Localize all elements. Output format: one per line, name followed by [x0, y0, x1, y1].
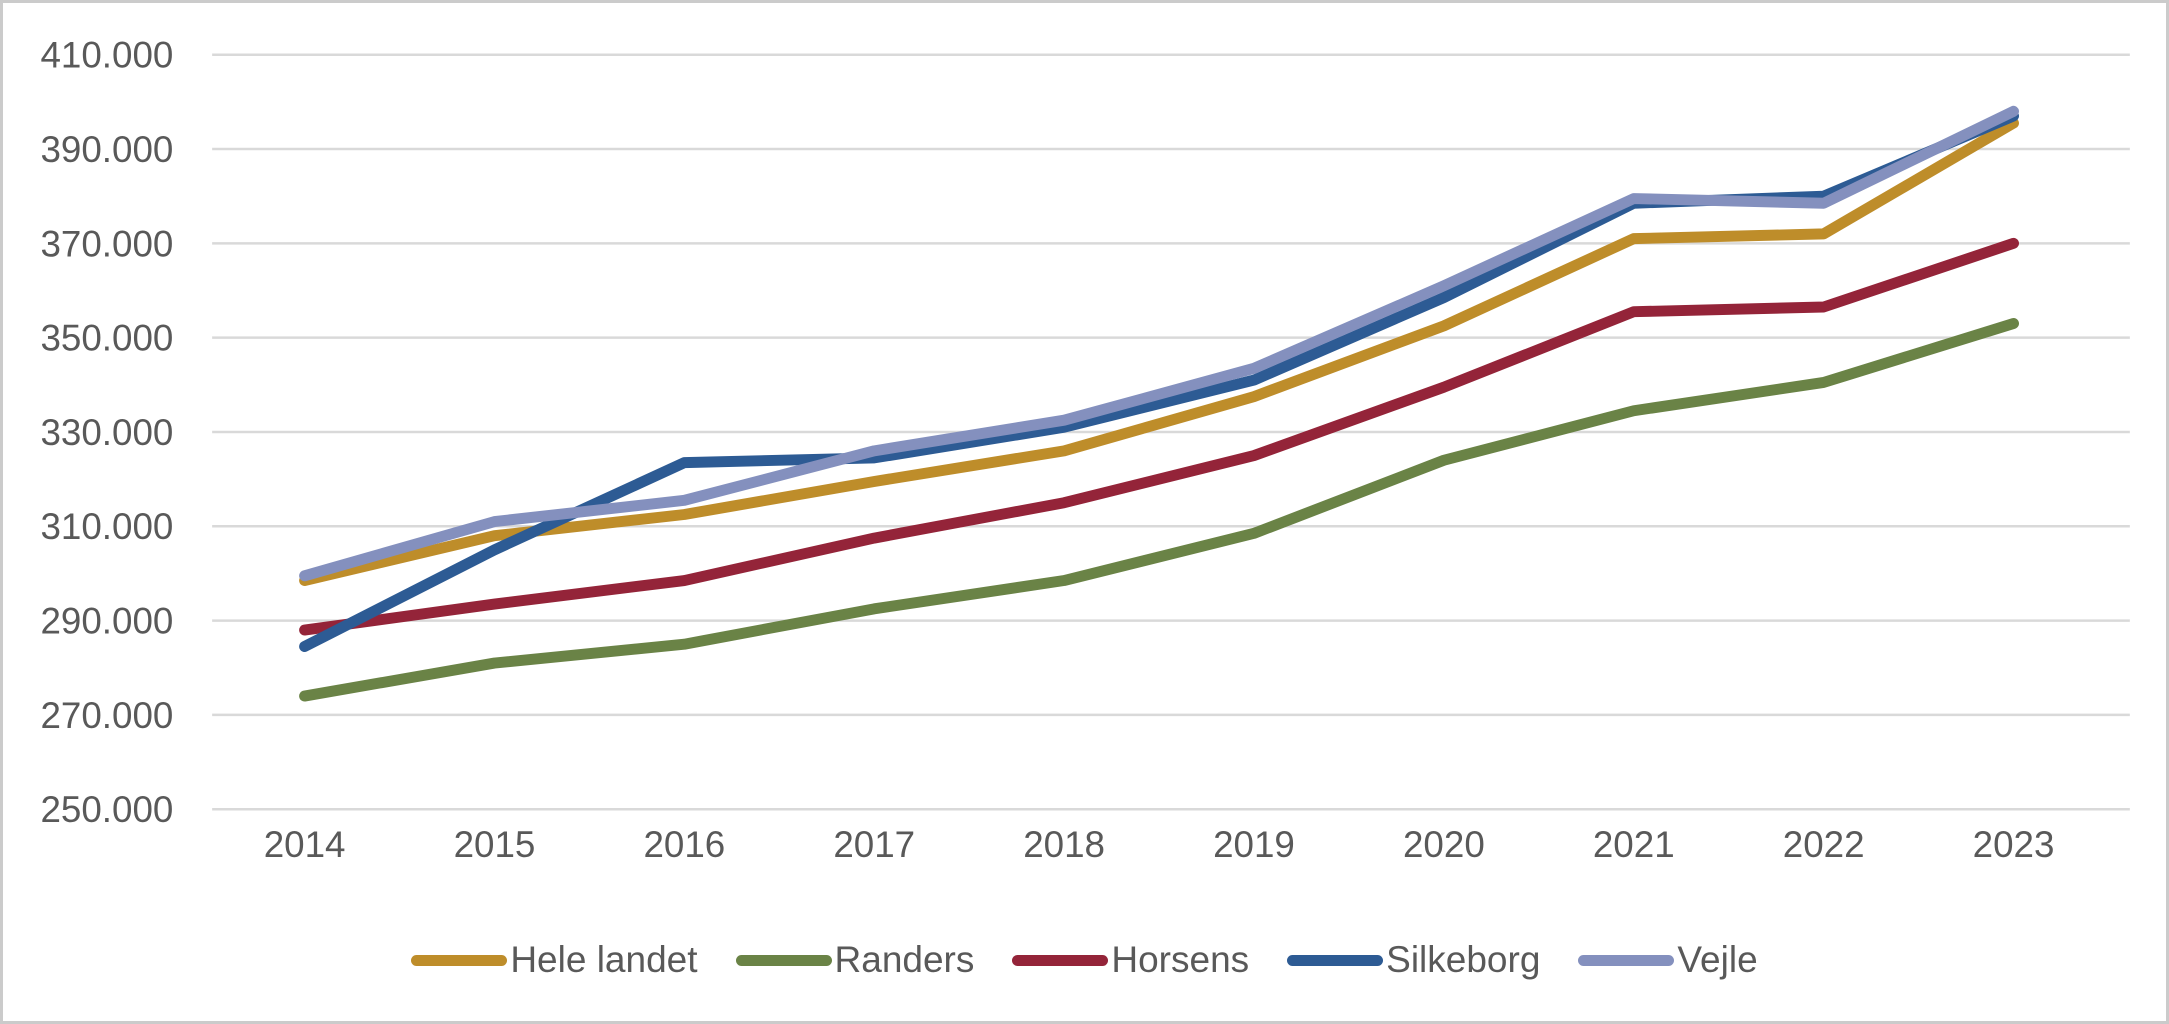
series-line-randers [299, 318, 2019, 702]
y-axis-label: 250.000 [40, 789, 173, 830]
x-axis-label: 2017 [833, 824, 915, 865]
series-line-hele-landet [299, 117, 2019, 586]
series-line-vejle [299, 105, 2019, 582]
line-chart: 410.000 390.000 370.000 350.000 330.000 310.0… [40, 35, 2130, 865]
legend-item-silkeborg: Silkeborg [1287, 939, 1540, 981]
legend-dash-hele-landet [411, 954, 508, 966]
y-axis-label: 310.000 [40, 506, 173, 547]
y-axis-label: 330.000 [40, 412, 173, 453]
chart-legend: Hele landet Randers Horsens Silkeborg Vejle [3, 935, 2166, 985]
x-axis-label: 2020 [1403, 824, 1485, 865]
series-line-horsens [299, 237, 2019, 636]
series-line-silkeborg [299, 110, 2019, 653]
legend-label-vejle: Vejle [1677, 939, 1758, 980]
y-axis-label: 270.000 [40, 695, 173, 736]
x-axis-label: 2019 [1213, 824, 1295, 865]
x-axis-label: 2016 [643, 824, 725, 865]
legend-label-randers: Randers [834, 939, 975, 980]
legend-dash-silkeborg [1287, 954, 1384, 966]
y-axis-label: 290.000 [40, 601, 173, 642]
y-axis-label: 370.000 [40, 223, 173, 264]
legend-label-horsens: Horsens [1111, 939, 1250, 980]
x-axis-label: 2015 [454, 824, 536, 865]
legend-dash-vejle [1578, 954, 1675, 966]
legend-item-vejle: Vejle [1578, 939, 1758, 981]
legend-item-randers: Randers [735, 939, 975, 981]
legend-label-hele-landet: Hele landet [510, 939, 698, 980]
legend-dash-randers [735, 954, 832, 966]
y-axis-label: 390.000 [40, 129, 173, 170]
y-axis-label: 350.000 [40, 318, 173, 359]
x-axis-label: 2021 [1593, 824, 1675, 865]
legend-item-horsens: Horsens [1012, 939, 1249, 981]
x-axis-label: 2018 [1023, 824, 1105, 865]
legend-label-silkeborg: Silkeborg [1386, 939, 1541, 980]
y-axis-label: 410.000 [40, 35, 173, 76]
legend-item-hele-landet: Hele landet [411, 939, 698, 981]
x-axis-label: 2023 [1973, 824, 2055, 865]
x-axis-label: 2014 [264, 824, 346, 865]
legend-dash-horsens [1012, 954, 1109, 966]
x-axis-label: 2022 [1783, 824, 1865, 865]
